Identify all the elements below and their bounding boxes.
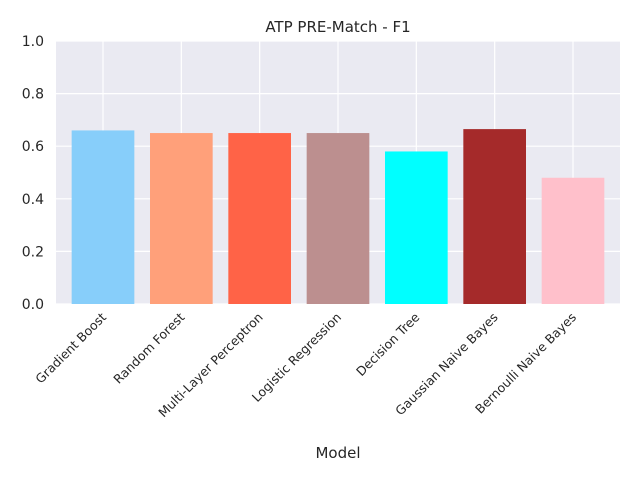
bar-bernoulli-naive-bayes [541, 177, 605, 304]
y-tick-label: 1.0 [22, 34, 44, 50]
x-tick-label: Random Forest [110, 309, 187, 386]
y-tick-label: 0.2 [22, 244, 44, 260]
bar-random-forest [150, 133, 213, 304]
x-tick-label: Logistic Regression [249, 310, 344, 405]
x-tick-label: Gradient Boost [32, 309, 109, 386]
y-tick-label: 0.6 [22, 139, 44, 155]
y-tick-label: 0.0 [22, 297, 44, 313]
bars [71, 129, 605, 304]
bar-decision-tree [385, 151, 448, 304]
bar-logistic-regression [306, 133, 370, 304]
y-tick-label: 0.8 [22, 87, 44, 103]
y-tick-label: 0.4 [22, 192, 44, 208]
bar-gradient-boost [71, 130, 135, 304]
bar-multi-layer-perceptron [228, 133, 291, 304]
x-axis-label: Model [315, 444, 360, 462]
y-axis: 0.0 0.2 0.4 0.6 0.8 1.0 [22, 34, 44, 313]
x-tick-label: Decision Tree [353, 309, 423, 379]
bar-gaussian-naive-bayes [463, 129, 526, 304]
chart-title: ATP PRE-Match - F1 [265, 18, 410, 36]
